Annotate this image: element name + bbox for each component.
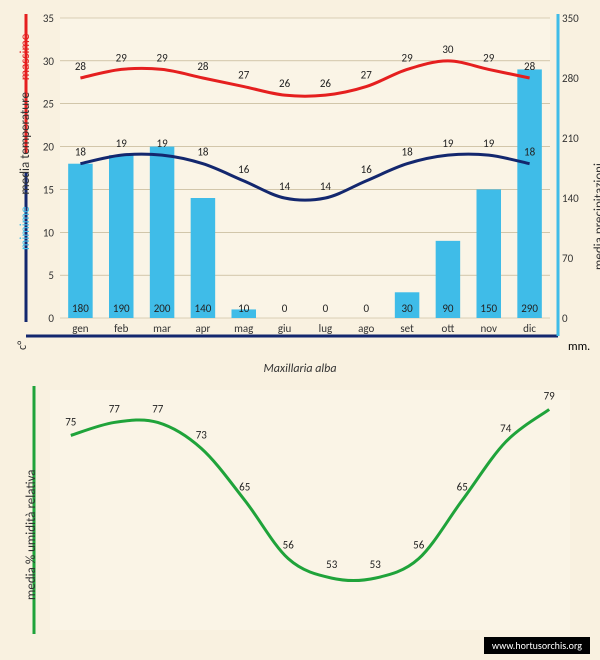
month-label: ago: [358, 322, 374, 335]
precip-bar: [191, 198, 216, 318]
humidity-value: 56: [413, 539, 425, 552]
ytick-left: 0: [48, 312, 54, 325]
humidity-value: 77: [109, 402, 121, 415]
ytick-right: 0: [562, 312, 568, 325]
ytick-left: 35: [43, 12, 54, 25]
month-label: apr: [195, 322, 210, 335]
ylabel-humidity: media % umidità relativa: [24, 469, 39, 600]
precip-value: 0: [282, 302, 288, 315]
humidity-value: 74: [500, 422, 512, 435]
temp-max-value: 29: [116, 51, 128, 64]
temp-min-value: 16: [238, 163, 250, 176]
ytick-right: 140: [562, 192, 579, 205]
ytick-right: 280: [562, 72, 579, 85]
precip-bar: [109, 155, 134, 318]
temp-max-value: 28: [75, 60, 87, 73]
humidity-value: 65: [239, 480, 250, 493]
temp-max-value: 27: [361, 69, 373, 82]
humidity-value: 53: [326, 558, 338, 571]
temp-min-value: 19: [116, 137, 128, 150]
precip-value: 10: [238, 302, 250, 315]
precip-value: 90: [442, 302, 454, 315]
precip-value: 150: [480, 302, 497, 315]
temp-min-value: 18: [402, 146, 414, 159]
unit-mm: mm.: [568, 340, 590, 354]
source-footer: www.hortusorchis.org: [484, 637, 590, 654]
month-label: ott: [442, 322, 455, 335]
ytick-left: 25: [43, 98, 54, 111]
ylabel-temp: mimime media temperature massime: [18, 34, 33, 250]
month-label: feb: [114, 322, 129, 335]
precip-value: 290: [521, 302, 538, 315]
humidity-value: 53: [370, 558, 382, 571]
temp-max-value: 29: [402, 51, 414, 64]
temp-min-value: 14: [279, 180, 291, 193]
temp-min-value: 14: [320, 180, 332, 193]
humidity-value: 73: [196, 428, 208, 441]
precip-bar: [68, 164, 93, 318]
humidity-value: 75: [65, 415, 76, 428]
month-label: set: [400, 322, 414, 335]
month-label: nov: [481, 322, 498, 335]
precip-bar: [517, 69, 542, 318]
temp-min-value: 19: [442, 137, 454, 150]
species-caption: Maxillaria alba: [0, 362, 600, 376]
precip-bar: [477, 189, 502, 318]
temp-min-value: 16: [361, 163, 373, 176]
unit-c: c°: [16, 341, 30, 350]
humidity-value: 77: [152, 402, 164, 415]
precip-value: 30: [402, 302, 414, 315]
month-label: mag: [234, 322, 253, 335]
precip-bar: [150, 147, 175, 318]
ytick-left: 15: [43, 183, 54, 196]
temp-max-value: 28: [524, 60, 536, 73]
ytick-left: 30: [43, 55, 55, 68]
month-label: lug: [319, 322, 332, 335]
ytick-left: 20: [43, 141, 55, 154]
precip-value: 140: [195, 302, 212, 315]
temp-min-value: 18: [524, 146, 536, 159]
ytick-left: 5: [48, 269, 54, 282]
temp-max-value: 30: [442, 43, 454, 56]
precip-value: 0: [363, 302, 369, 315]
humidity-chart: 75 77 77 73 65 56 53 53 56 65 74 79: [0, 380, 600, 640]
temp-min-value: 19: [483, 137, 495, 150]
ytick-right: 210: [562, 132, 579, 145]
ytick-left: 10: [43, 226, 55, 239]
month-label: mar: [153, 322, 171, 335]
temp-max-value: 29: [483, 51, 495, 64]
temp-max-value: 27: [238, 69, 250, 82]
temp-min-value: 18: [75, 146, 87, 159]
temp-min-value: 19: [157, 137, 169, 150]
month-label: dic: [523, 322, 536, 335]
humidity-value: 56: [283, 539, 295, 552]
precip-value: 200: [154, 302, 171, 315]
temp-max-value: 26: [279, 77, 291, 90]
humidity-value: 65: [457, 480, 468, 493]
climate-chart: 28 29 29 28 27 26 26 27 29 30 29 28 18 19 19 18 16 14 14 1…: [0, 0, 600, 360]
precip-value: 0: [323, 302, 329, 315]
precip-value: 180: [72, 302, 89, 315]
humidity-value: 79: [544, 389, 556, 402]
temp-max-value: 29: [157, 51, 169, 64]
month-label: gen: [72, 322, 89, 335]
ytick-right: 350: [562, 12, 579, 25]
temp-max-value: 28: [197, 60, 209, 73]
ylabel-precip: media precipitazioni: [592, 163, 600, 270]
temp-min-value: 18: [197, 146, 209, 159]
precip-value: 190: [113, 302, 130, 315]
month-label: giu: [278, 322, 292, 335]
ytick-right: 70: [562, 252, 574, 265]
temp-max-value: 26: [320, 77, 332, 90]
